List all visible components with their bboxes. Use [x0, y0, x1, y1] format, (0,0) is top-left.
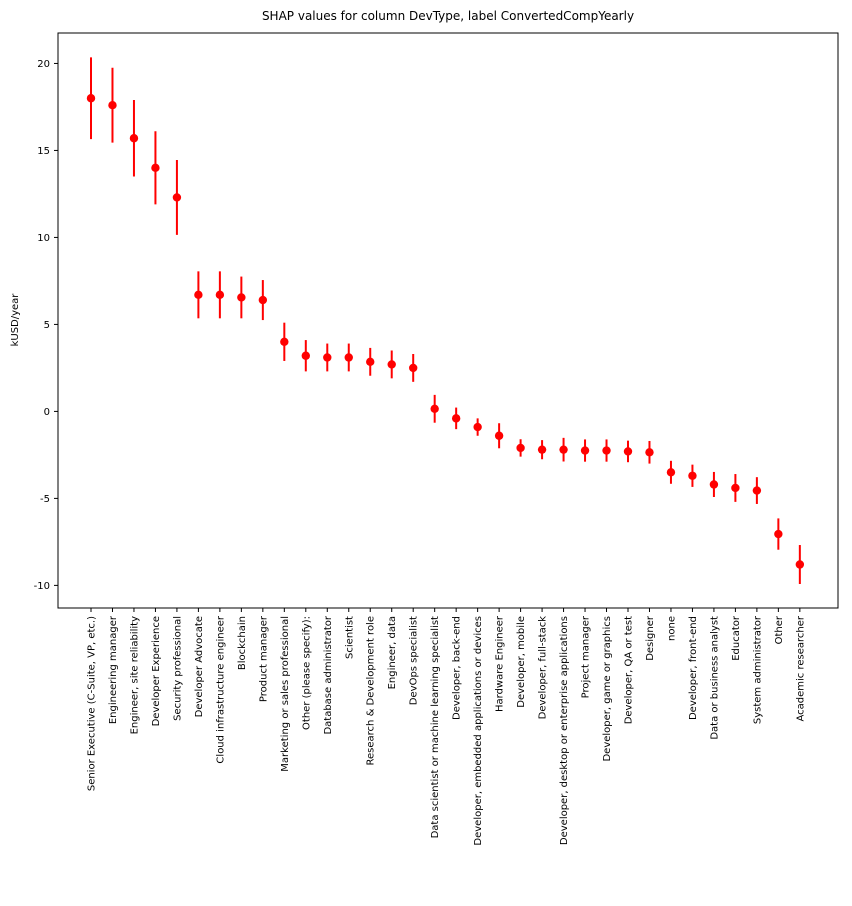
data-point: [172, 193, 182, 202]
data-point: [580, 446, 590, 455]
x-tick-label: Database administrator: [323, 615, 334, 734]
x-tick-label: Product manager: [258, 615, 269, 702]
data-point: [516, 443, 525, 453]
x-tick-label: Project manager: [581, 615, 592, 698]
data-point: [645, 448, 654, 457]
x-tick-label: Developer, embedded applications or devi…: [473, 616, 484, 846]
x-tick-label: Developer, back-end: [452, 616, 463, 720]
x-tick-label: Senior Executive (C-Suite, VP, etc.): [87, 616, 98, 791]
y-tick-label: 5: [44, 320, 50, 331]
x-tick-label: Data scientist or machine learning speci…: [430, 616, 441, 838]
data-series: [86, 57, 805, 584]
data-point: [301, 351, 310, 360]
x-tick-label: Other: [774, 615, 785, 644]
data-point: [280, 337, 289, 347]
x-tick-label: Educator: [731, 615, 742, 661]
x-tick-label: Developer, desktop or enterprise applica…: [559, 616, 570, 845]
data-point: [194, 290, 203, 300]
x-axis-ticks: Senior Executive (C-Suite, VP, etc.) Engi…: [87, 608, 806, 846]
data-point: [237, 293, 246, 302]
x-tick-label: Engineer, site reliability: [129, 616, 140, 734]
y-axis-label: kUSD/year: [10, 293, 21, 347]
x-tick-label: Developer Advocate: [194, 616, 205, 717]
x-tick-label: System administrator: [752, 615, 763, 724]
data-point: [473, 422, 482, 432]
data-point: [215, 290, 225, 300]
x-tick-label: Blockchain: [237, 616, 248, 670]
data-point: [108, 101, 117, 110]
x-tick-label: none: [666, 616, 677, 641]
x-tick-label: Data or business analyst: [709, 616, 720, 740]
plot-border: [57, 32, 839, 609]
x-tick-label: Designer: [645, 615, 656, 661]
x-tick-label: Research & Development role: [366, 616, 377, 765]
x-tick-label: Developer Experience: [151, 616, 162, 726]
data-point: [774, 529, 783, 539]
data-point: [559, 445, 568, 454]
data-point: [387, 360, 396, 369]
data-point: [623, 447, 633, 456]
data-point: [494, 431, 504, 440]
data-point: [430, 404, 439, 413]
x-tick-label: Hardware Engineer: [495, 615, 506, 712]
data-point: [151, 163, 160, 173]
data-point: [709, 480, 719, 489]
data-point: [666, 468, 676, 477]
x-tick-label: Academic researcher: [795, 615, 806, 721]
data-point: [602, 446, 611, 455]
y-tick-label: 20: [37, 59, 50, 70]
x-tick-label: Developer, full-stack: [538, 616, 549, 720]
data-point: [258, 295, 268, 305]
data-point: [795, 560, 805, 569]
x-tick-label: Developer, QA or test: [624, 616, 635, 724]
y-axis-ticks: -10 -5 0 5 10 15 20: [34, 59, 58, 592]
data-point: [129, 134, 139, 143]
x-tick-label: Developer, game or graphics: [602, 616, 613, 762]
x-tick-label: Engineering manager: [108, 615, 119, 724]
x-tick-label: Other (please specify):: [301, 616, 312, 730]
x-tick-label: Developer, mobile: [516, 616, 527, 708]
data-point: [409, 363, 418, 373]
data-point: [366, 357, 375, 367]
y-tick-label: 10: [37, 233, 50, 244]
data-point: [731, 483, 740, 493]
y-tick-label: -5: [40, 494, 50, 505]
data-point: [86, 94, 96, 103]
data-point: [451, 414, 461, 423]
data-point: [344, 353, 353, 362]
data-point: [323, 353, 332, 362]
data-point: [537, 445, 547, 454]
y-tick-label: -10: [34, 581, 50, 592]
x-tick-label: Cloud infrastructure engineer: [215, 615, 226, 763]
x-tick-label: Scientist: [344, 616, 355, 659]
x-tick-label: DevOps specialist: [409, 616, 420, 705]
x-tick-label: Marketing or sales professional: [280, 616, 291, 772]
y-tick-label: 15: [37, 146, 50, 157]
chart-title: SHAP values for column DevType, label Co…: [262, 9, 634, 23]
x-tick-label: Security professional: [172, 616, 183, 721]
data-point: [688, 471, 697, 480]
x-tick-label: Engineer, data: [387, 616, 398, 689]
x-tick-label: Developer, front-end: [688, 616, 699, 720]
y-tick-label: 0: [44, 407, 50, 418]
data-point: [752, 486, 762, 495]
